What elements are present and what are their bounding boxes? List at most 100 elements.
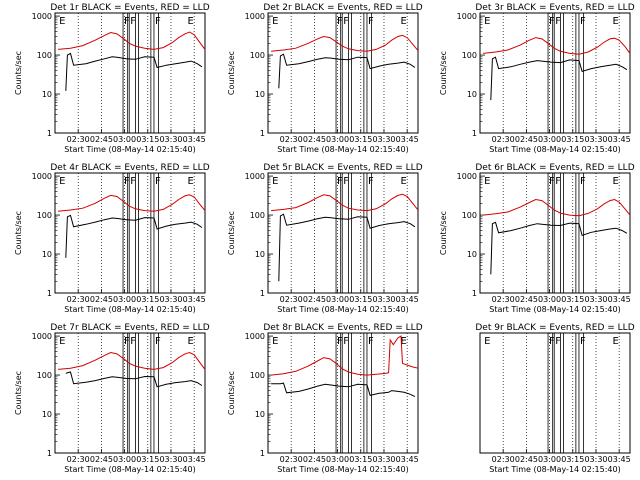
marker-label: F [580, 16, 586, 27]
y-tick-label: 100 [462, 51, 477, 60]
series-red [483, 37, 631, 55]
marker-label: E [59, 176, 65, 187]
y-tick-label: 1000 [32, 172, 52, 181]
x-tick-label: 02:45 [303, 455, 326, 464]
x-tick-label: 02:45 [303, 135, 326, 144]
x-tick-label: 03:45 [183, 135, 206, 144]
plot-frame [267, 332, 419, 454]
y-tick-label: 1000 [245, 12, 265, 21]
y-tick-label: 10 [467, 250, 477, 259]
flag-interval [351, 12, 365, 134]
y-axis-label: Counts/sec [439, 211, 448, 255]
panel-title: Det 9r BLACK = Events, RED = LLD [475, 323, 634, 333]
x-tick-label: 03:30 [584, 135, 607, 144]
x-tick-label: 02:30 [492, 455, 515, 464]
y-tick-label: 1000 [32, 12, 52, 21]
flag-interval [341, 172, 349, 294]
x-tick-label: 03:15 [561, 295, 584, 304]
series-red [271, 193, 419, 212]
y-tick-label: 1 [47, 449, 52, 458]
series-red [58, 194, 206, 212]
panel-title: Det 3r BLACK = Events, RED = LLD [475, 3, 634, 13]
marker-label: E [400, 16, 406, 27]
x-tick-label: 02:30 [67, 135, 90, 144]
panel-title: Det 6r BLACK = Events, RED = LLD [475, 163, 634, 173]
flag-interval [553, 332, 561, 454]
y-tick-label: 100 [250, 211, 265, 220]
x-tick-label: 03:00 [538, 135, 561, 144]
flag-interval [547, 332, 554, 454]
x-tick-label: 03:00 [113, 455, 136, 464]
x-axis-label: Start Time (08-May-14 02:15:40) [489, 465, 620, 474]
x-tick-label: 02:45 [90, 455, 113, 464]
flag-interval [122, 332, 129, 454]
marker-label: F [549, 16, 555, 27]
x-axis-label: Start Time (08-May-14 02:15:40) [489, 145, 620, 154]
flag-interval [547, 12, 554, 134]
flag-interval [138, 332, 152, 454]
flag-interval [578, 12, 585, 134]
series-black [65, 52, 203, 91]
y-tick-label: 1 [472, 289, 477, 298]
y-tick-label: 1 [260, 449, 265, 458]
x-tick-label: 03:45 [183, 455, 206, 464]
y-tick-label: 1 [47, 129, 52, 138]
y-tick-label: 1000 [245, 172, 265, 181]
x-tick-label: 02:30 [280, 135, 303, 144]
marker-label: F [368, 336, 374, 347]
marker-label: F [124, 16, 130, 27]
x-tick-label: 03:45 [396, 135, 419, 144]
x-tick-label: 02:30 [492, 135, 515, 144]
x-tick-label: 03:00 [538, 295, 561, 304]
marker-label: E [612, 176, 618, 187]
x-tick-label: 02:45 [303, 295, 326, 304]
x-tick-label: 03:15 [349, 135, 372, 144]
x-tick-label: 02:30 [67, 455, 90, 464]
marker-label: E [272, 16, 278, 27]
marker-label: E [272, 176, 278, 187]
marker-label: E [400, 176, 406, 187]
marker-label: F [155, 336, 161, 347]
marker-label: E [484, 336, 490, 347]
flag-interval [341, 332, 349, 454]
flag-interval [335, 172, 342, 294]
x-tick-label: 02:45 [515, 135, 538, 144]
series-red [271, 335, 419, 376]
y-tick-label: 100 [37, 371, 52, 380]
flag-interval [366, 332, 373, 454]
x-tick-label: 03:00 [326, 135, 349, 144]
y-axis-label: Counts/sec [14, 51, 23, 95]
x-tick-label: 03:30 [372, 135, 395, 144]
flag-interval [351, 332, 365, 454]
x-tick-label: 03:15 [349, 295, 372, 304]
y-tick-label: 100 [250, 371, 265, 380]
x-tick-label: 03:15 [561, 135, 584, 144]
series-black [65, 371, 203, 388]
x-tick-label: 03:45 [396, 295, 419, 304]
x-tick-label: 03:30 [372, 295, 395, 304]
series-red [483, 198, 631, 217]
plot-frame [54, 12, 206, 134]
y-tick-label: 1 [472, 129, 477, 138]
series-red [271, 34, 419, 52]
flag-interval [563, 172, 577, 294]
marker-label: F [368, 16, 374, 27]
plot-frame [267, 12, 419, 134]
flag-interval [128, 172, 136, 294]
marker-label: E [59, 16, 65, 27]
x-axis-label: Start Time (08-May-14 02:15:40) [489, 305, 620, 314]
y-tick-label: 10 [467, 90, 477, 99]
flag-interval [128, 12, 136, 134]
marker-label: E [484, 176, 490, 187]
marker-label: F [155, 176, 161, 187]
y-tick-label: 100 [462, 211, 477, 220]
marker-label: E [612, 336, 618, 347]
x-tick-label: 03:15 [136, 135, 159, 144]
marker-label: F [549, 336, 555, 347]
